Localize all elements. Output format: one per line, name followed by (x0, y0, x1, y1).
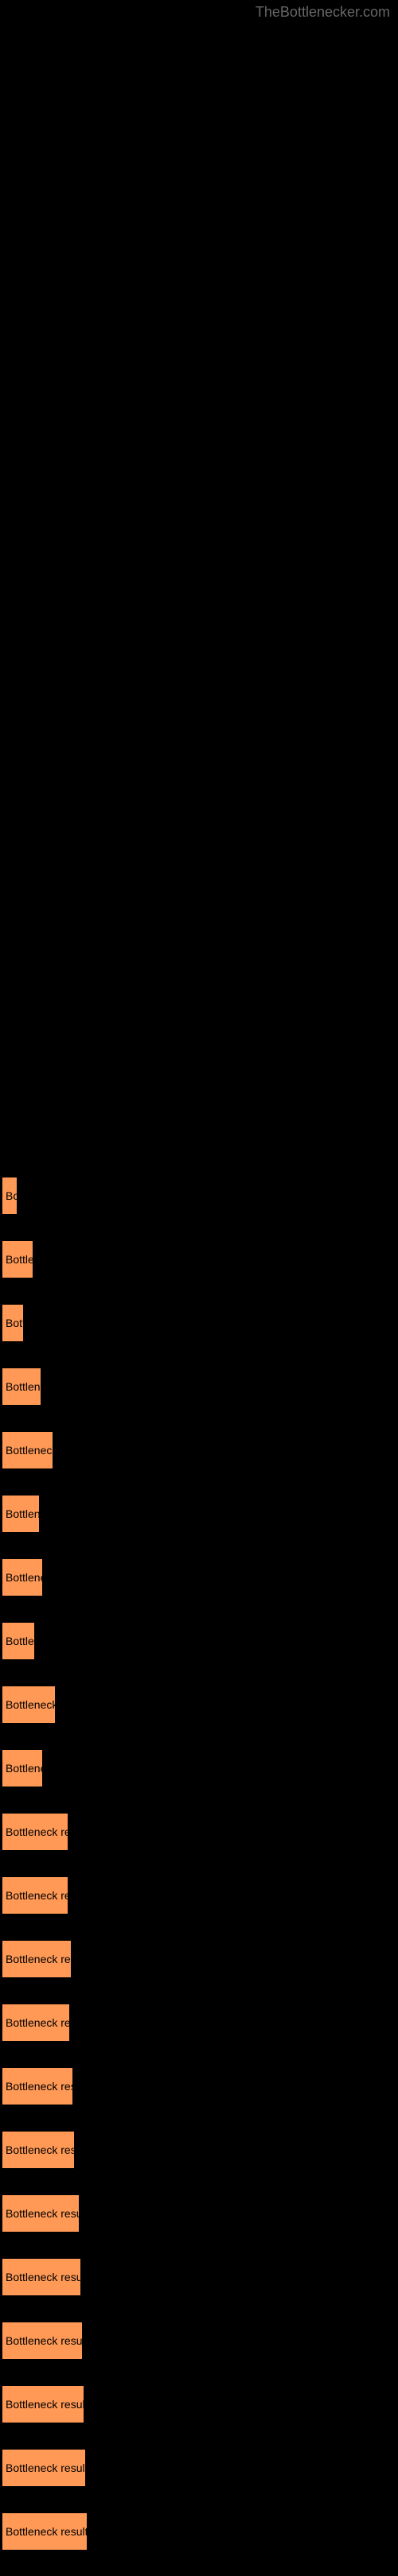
bar-label: Bottleneck result (6, 2334, 83, 2347)
chart-bar: Bottlene (2, 1240, 33, 1278)
bar-row: Bottleneck res (2, 1686, 398, 1746)
bar-row: Bottleneck result (2, 1813, 398, 1873)
bar-row: Bottlene (2, 1622, 398, 1682)
bar-label: Bottleneck result (6, 2016, 70, 2029)
bar-label: Bottlene (6, 1253, 33, 1266)
chart-bar: Bottleneck (2, 1368, 41, 1406)
chart-bar: Bottleneck res (2, 1686, 56, 1724)
bar-label: Bottlenec (6, 1507, 40, 1520)
chart-bar: Bottleneck result (2, 2131, 75, 2169)
chart-bar: Bottleneck result (2, 2258, 81, 2296)
bar-row: Bottleneck result (2, 2322, 398, 2382)
chart-bar: Bottleneck result (2, 1876, 68, 1915)
bar-row: Bottleneck result (2, 2067, 398, 2128)
bar-row: Bottleneck (2, 1368, 398, 1428)
chart-bar: Bottlenec (2, 1495, 40, 1533)
chart-bar: Bottleneck result (2, 2385, 84, 2423)
bar-row: Bottleneck re (2, 1431, 398, 1492)
chart-bar: Bottleneck result (2, 2512, 88, 2551)
bar-chart: Bo Bottlene Bottl Bottleneck Bottleneck re Bo… (0, 0, 398, 2573)
bar-row: Bottleneck result (2, 2512, 398, 2573)
bar-row: Bottleneck result (2, 1876, 398, 1937)
bar-label: Bottl (6, 1317, 24, 1329)
chart-bar: Bottleneck (2, 1749, 43, 1787)
bar-label: Bo (6, 1189, 18, 1202)
bar-label: Bottleneck result (6, 1953, 72, 1965)
chart-bar: Bottleneck result (2, 1813, 68, 1851)
bar-label: Bottleneck res (6, 1698, 56, 1711)
bar-row: Bottleneck result (2, 2258, 398, 2318)
chart-bar: Bottleneck (2, 1558, 43, 1596)
bar-label: Bottleneck result (6, 1889, 68, 1902)
bar-row: Bottleneck result (2, 2194, 398, 2255)
chart-bar: Bottleneck re (2, 1431, 53, 1469)
bar-label: Bottleneck (6, 1762, 43, 1775)
bar-row: Bottleneck (2, 1558, 398, 1619)
chart-bar: Bottleneck result (2, 2004, 70, 2042)
bar-row: Bottlene (2, 1240, 398, 1301)
bar-row: Bottleneck result (2, 2449, 398, 2509)
chart-bar: Bottl (2, 1304, 24, 1342)
bar-row: Bottleneck (2, 1749, 398, 1810)
chart-bar: Bottleneck result (2, 2449, 86, 2487)
chart-bar: Bottleneck result (2, 1940, 72, 1978)
chart-bar: Bottlene (2, 1622, 35, 1660)
bar-label: Bottleneck result (6, 1825, 68, 1838)
bar-row: Bottleneck result (2, 2131, 398, 2191)
bar-row: Bottleneck result (2, 2385, 398, 2446)
bar-row: Bottlenec (2, 1495, 398, 1555)
bar-row: Bo (2, 1177, 398, 1237)
chart-bar: Bottleneck result (2, 2194, 80, 2233)
bar-label: Bottleneck result (6, 2143, 75, 2156)
bar-row: Bottleneck result (2, 2004, 398, 2064)
bar-label: Bottleneck (6, 1380, 41, 1393)
bar-row: Bottleneck result (2, 1940, 398, 2000)
bar-label: Bottleneck (6, 1571, 43, 1584)
bar-label: Bottleneck re (6, 1444, 53, 1457)
bar-label: Bottleneck result (6, 2271, 81, 2283)
bar-label: Bottleneck result (6, 2207, 80, 2220)
chart-bar: Bottleneck result (2, 2067, 73, 2105)
bar-label: Bottleneck result (6, 2525, 88, 2538)
bar-label: Bottlene (6, 1635, 35, 1647)
bar-row: Bottl (2, 1304, 398, 1364)
bar-label: Bottleneck result (6, 2398, 84, 2411)
bar-label: Bottleneck result (6, 2080, 73, 2093)
bar-label: Bottleneck result (6, 2462, 86, 2474)
chart-bar: Bo (2, 1177, 18, 1215)
chart-bar: Bottleneck result (2, 2322, 83, 2360)
